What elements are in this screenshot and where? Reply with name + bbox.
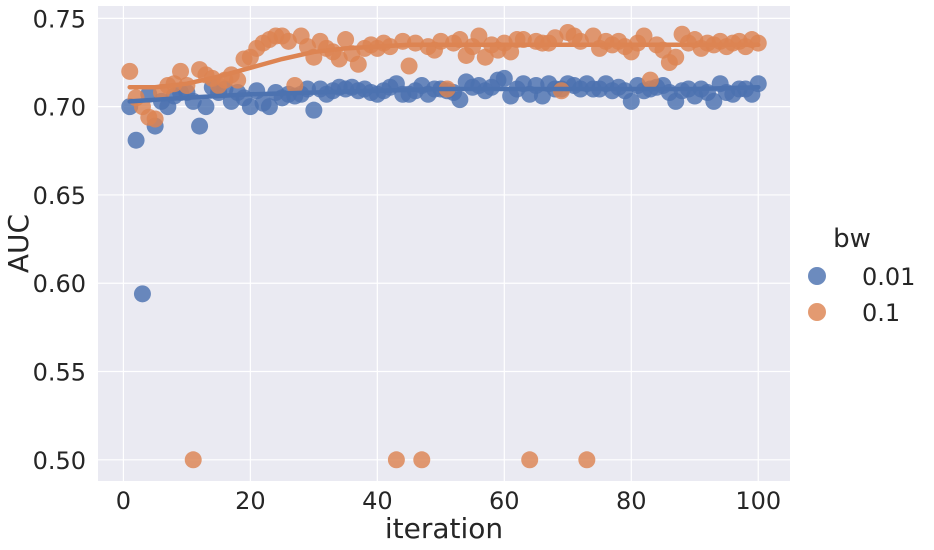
data-point xyxy=(127,131,145,149)
x-tick-label: 0 xyxy=(116,487,131,515)
data-point xyxy=(705,92,723,110)
y-tick-label: 0.65 xyxy=(33,182,86,210)
data-point xyxy=(146,110,164,128)
data-point xyxy=(260,98,278,116)
data-point xyxy=(197,98,215,116)
legend-label: 0.1 xyxy=(862,299,900,327)
legend: bw 0.01 0.1 xyxy=(808,224,915,327)
data-point xyxy=(133,285,151,303)
data-point xyxy=(521,451,539,469)
legend-label: 0.01 xyxy=(862,263,915,291)
data-point xyxy=(749,75,767,93)
x-tick-label: 80 xyxy=(616,487,647,515)
data-point xyxy=(578,451,596,469)
y-tick-label: 0.50 xyxy=(33,447,86,475)
data-point xyxy=(330,50,348,68)
data-point xyxy=(470,27,488,45)
data-point xyxy=(413,451,431,469)
data-point xyxy=(305,101,323,119)
legend-marker xyxy=(808,303,826,321)
x-tick-label: 40 xyxy=(362,487,393,515)
data-point xyxy=(184,451,202,469)
x-tick-labels: 0 20 40 60 80 100 xyxy=(116,487,781,515)
x-axis-title: iteration xyxy=(385,512,503,545)
data-point xyxy=(667,48,685,66)
data-point xyxy=(191,117,209,135)
y-tick-label: 0.60 xyxy=(33,270,86,298)
data-point xyxy=(635,27,653,45)
data-point xyxy=(451,91,469,109)
series-layer xyxy=(121,23,767,469)
x-tick-label: 100 xyxy=(735,487,781,515)
data-point xyxy=(546,29,564,47)
x-tick-label: 20 xyxy=(235,487,266,515)
data-point xyxy=(495,69,513,87)
data-point xyxy=(279,32,297,50)
y-axis-title: AUC xyxy=(2,214,35,273)
data-point xyxy=(622,92,640,110)
x-tick-label: 60 xyxy=(489,487,520,515)
legend-marker xyxy=(808,267,826,285)
trend-line xyxy=(127,42,761,90)
data-point xyxy=(400,57,418,75)
legend-title: bw xyxy=(833,224,871,254)
data-point xyxy=(286,76,304,94)
data-point xyxy=(172,62,190,80)
data-point xyxy=(641,71,659,89)
trend-line xyxy=(127,84,761,104)
y-tick-label: 0.55 xyxy=(33,359,86,387)
data-point xyxy=(229,71,247,89)
y-tick-label: 0.75 xyxy=(33,5,86,33)
data-point xyxy=(387,451,405,469)
y-tick-label: 0.70 xyxy=(33,94,86,122)
data-point xyxy=(121,62,139,80)
y-tick-labels: 0.50 0.55 0.60 0.65 0.70 0.75 xyxy=(33,5,86,474)
data-point xyxy=(349,55,367,73)
data-point xyxy=(337,31,355,49)
